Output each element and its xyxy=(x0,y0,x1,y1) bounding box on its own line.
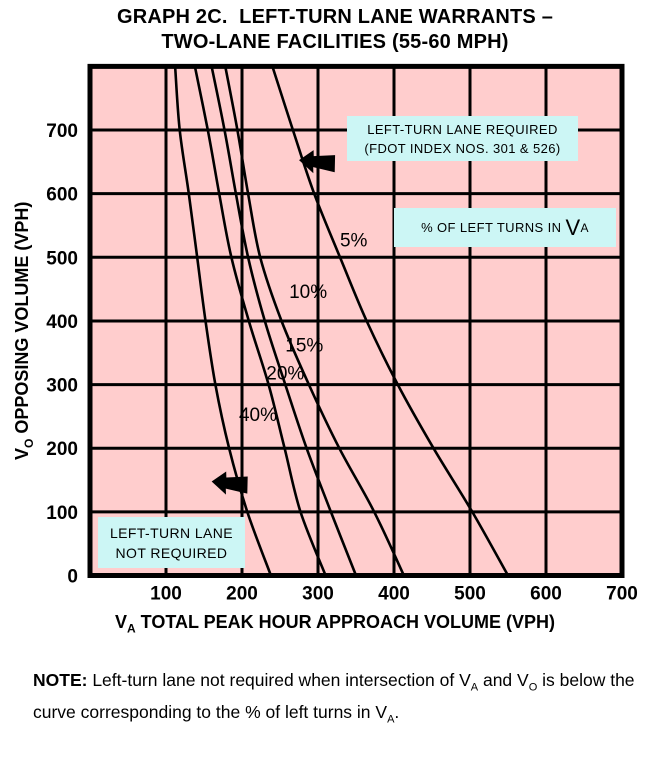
required-label-line-1: LEFT-TURN LANE REQUIRED xyxy=(367,121,558,137)
y-tick-label: 600 xyxy=(46,185,78,206)
x-axis-title: VA TOTAL PEAK HOUR APPROACH VOLUME (VPH) xyxy=(0,612,670,636)
percent-of-left-turns-label: % OF LEFT TURNS IN V A xyxy=(394,208,616,247)
note-label: NOTE: xyxy=(33,670,88,690)
x-tick-label: 300 xyxy=(302,584,334,605)
y-axis-title: VO OPPOSING VOLUME (VPH) xyxy=(12,71,36,591)
curve-15-percent xyxy=(210,66,358,576)
x-axis-title-text: TOTAL PEAK HOUR APPROACH VOLUME (VPH) xyxy=(135,612,556,632)
percent-label-subscript: A xyxy=(580,220,589,235)
note-text-part: Left-turn lane not required when interse… xyxy=(87,670,471,690)
note-text-part: and V xyxy=(478,670,529,690)
x-tick-label: 200 xyxy=(226,584,258,605)
x-axis-title-letter: V xyxy=(114,612,127,632)
note-subscript: A xyxy=(470,681,479,694)
y-tick-label: 700 xyxy=(46,121,78,142)
note-text-part: . xyxy=(394,701,400,722)
y-axis-title-text: OPPOSING VOLUME (VPH) xyxy=(12,201,33,439)
note-text-part: is below the curve corresponding to the … xyxy=(33,670,635,722)
note-text: NOTE: Left-turn lane not required when i… xyxy=(33,668,670,731)
curve-20-percent xyxy=(193,66,327,576)
not-required-label-line-2: NOT REQUIRED xyxy=(115,544,228,561)
page-title-line-1: GRAPH 2C. LEFT-TURN LANE WARRANTS – xyxy=(116,6,554,28)
x-tick-label: 400 xyxy=(378,584,410,605)
note-subscript: O xyxy=(528,681,538,694)
x-axis-title-subscript: A xyxy=(126,621,136,636)
x-tick-label: 700 xyxy=(606,584,638,605)
x-tick-label: 100 xyxy=(150,584,182,605)
left-turn-lane-not-required-label: LEFT-TURN LANE NOT REQUIRED xyxy=(98,517,245,568)
note-subscript: A xyxy=(387,713,395,725)
left-turn-lane-required-label: LEFT-TURN LANE REQUIRED (FDOT INDEX NOS.… xyxy=(347,116,578,161)
marker-left-arrow-icon xyxy=(211,471,248,495)
y-axis-title-subscript: O xyxy=(21,438,36,448)
y-tick-label: 500 xyxy=(46,248,78,269)
y-axis-title-letter: V xyxy=(12,447,33,460)
curve-40-percent xyxy=(173,66,273,576)
curve-label-15-percent: 15% xyxy=(285,335,323,356)
y-tick-label: 300 xyxy=(46,376,78,397)
percent-label-text: % OF LEFT TURNS IN xyxy=(421,220,562,235)
required-label-line-2: (FDOT INDEX NOS. 301 & 526) xyxy=(364,140,561,156)
y-tick-label: 400 xyxy=(46,312,78,333)
curve-label-10-percent: 10% xyxy=(289,282,327,303)
curve-label-5-percent: 5% xyxy=(340,230,368,251)
x-tick-label: 600 xyxy=(530,584,562,605)
curve-10-percent xyxy=(224,66,406,576)
marker-left-arrow-icon xyxy=(299,150,336,174)
x-tick-label: 500 xyxy=(454,584,486,605)
y-tick-label: 0 xyxy=(67,567,78,588)
percent-label-letter: V xyxy=(565,214,581,240)
not-required-label-line-1: LEFT-TURN LANE xyxy=(109,524,234,541)
curve-label-20-percent: 20% xyxy=(266,363,304,384)
curve-label-40-percent: 40% xyxy=(239,405,277,426)
page-title-line-2: TWO-LANE FACILITIES (55-60 MPH) xyxy=(161,31,509,53)
y-tick-label: 100 xyxy=(46,503,78,524)
plot-border xyxy=(87,63,625,578)
curve-5-percent xyxy=(271,66,510,576)
y-tick-label: 200 xyxy=(46,439,78,460)
